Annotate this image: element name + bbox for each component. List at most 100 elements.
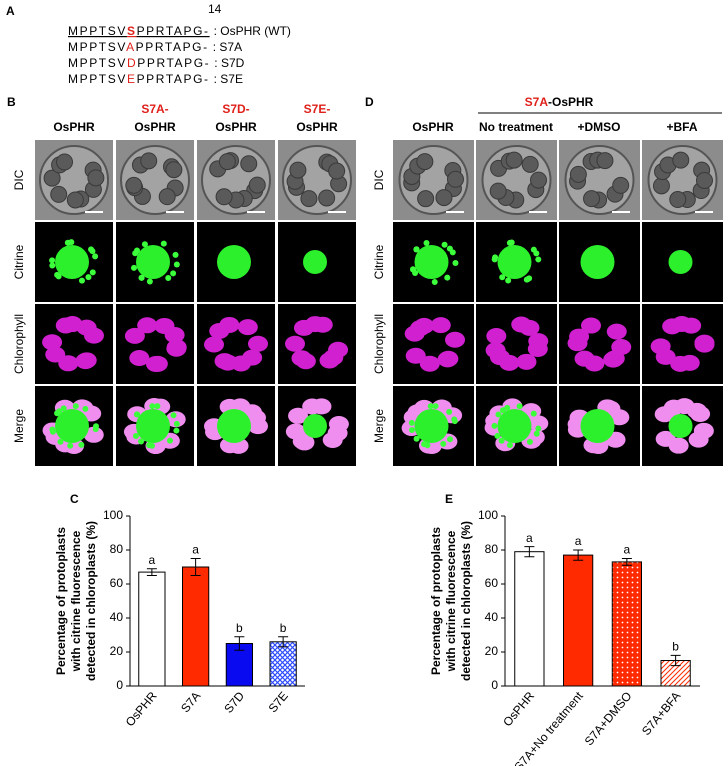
micrograph	[476, 140, 557, 220]
mutated-residue: A	[126, 40, 136, 54]
speckle	[516, 403, 523, 410]
panel-label: C	[70, 492, 79, 506]
speckle	[167, 437, 174, 444]
chloroplast	[50, 185, 68, 203]
speckle	[533, 250, 540, 257]
chloroplast-signal	[164, 326, 185, 343]
nucleus-signal	[136, 409, 170, 443]
chloroplast-signal	[45, 346, 66, 363]
speckle	[82, 405, 89, 412]
speckle	[526, 438, 533, 445]
micrograph	[35, 222, 113, 302]
speckle	[85, 274, 92, 281]
micrograph	[35, 386, 113, 466]
y-axis-label: with citrine fluorescence	[69, 530, 83, 672]
x-tick-label: S7E	[266, 689, 291, 715]
chloroplast-signal	[129, 350, 150, 367]
chloroplast-signal	[328, 341, 349, 358]
chloroplast	[435, 189, 453, 207]
x-tick-label: S7A+BFA	[639, 689, 683, 738]
error-bar	[146, 568, 157, 576]
row-label: Citrine	[372, 244, 386, 279]
chloroplast	[140, 152, 158, 170]
nucleus-signal	[668, 414, 693, 438]
error-bar	[573, 549, 584, 561]
sequence-suffix: PPRTAPG-	[137, 72, 210, 86]
speckle	[451, 418, 458, 425]
chloroplast-signal	[137, 317, 158, 334]
chloroplast-signal	[312, 316, 333, 333]
chloroplast-signal	[528, 333, 549, 350]
chloroplast	[521, 155, 539, 173]
speckle	[446, 436, 453, 443]
chloroplast	[158, 188, 176, 206]
chloroplast-signal	[519, 319, 540, 336]
chloroplast	[66, 191, 84, 209]
column-header: OsPHR	[134, 120, 176, 134]
speckle	[533, 430, 540, 437]
speckle	[173, 261, 180, 268]
column-header: OsPHR	[215, 120, 257, 134]
column-header: OsPHR	[53, 120, 95, 134]
chloroplast-signal	[486, 328, 507, 345]
sequence-row: MPPTSVAPPRTAPG-: S7A	[68, 40, 242, 54]
chloroplast	[318, 189, 336, 207]
x-tick-label: S7D	[221, 689, 247, 716]
chloroplast-signal	[650, 338, 671, 355]
micrograph	[393, 304, 474, 384]
micrograph	[35, 140, 113, 220]
chloroplast-signal	[322, 431, 343, 448]
speckle	[89, 248, 96, 255]
chloroplast-signal	[295, 353, 316, 370]
chloroplast-signal	[611, 339, 632, 356]
speckle	[138, 274, 145, 281]
bar	[182, 566, 210, 687]
chloroplast-signal	[237, 319, 258, 336]
nucleus-signal	[580, 409, 615, 443]
chloroplast	[165, 161, 183, 179]
chloroplast-signal	[42, 334, 63, 351]
sequence-suffix: PPRTAPG-	[137, 24, 210, 38]
chloroplast	[612, 176, 630, 194]
speckle	[173, 420, 180, 427]
nucleus-signal	[414, 245, 449, 279]
y-axis-label: Percentage of protoplasts	[54, 527, 68, 675]
micrograph	[476, 222, 557, 302]
sequence-row: MPPTSVDPPRTAPG-: S7D	[68, 56, 245, 70]
speckle	[491, 422, 498, 429]
mutated-residue: E	[127, 72, 137, 86]
position-label: 14	[208, 2, 222, 16]
chloroplast-signal	[405, 347, 426, 364]
row-label: Merge	[12, 409, 26, 443]
speckle	[141, 241, 148, 248]
chloroplast	[569, 165, 587, 183]
speckle	[132, 432, 139, 439]
micrograph	[476, 386, 557, 466]
speckle	[134, 247, 141, 254]
speckle	[423, 240, 430, 247]
speckle	[432, 403, 439, 410]
speckle	[160, 240, 167, 247]
panel-label: E	[445, 492, 453, 506]
chloroplast-signal	[83, 327, 104, 344]
micrograph	[559, 304, 640, 384]
bar	[563, 554, 594, 687]
micrograph	[116, 386, 194, 466]
micrograph	[197, 222, 275, 302]
panel-label: A	[6, 4, 15, 18]
chloroplast	[695, 171, 713, 189]
speckle	[440, 440, 447, 447]
micrograph	[642, 304, 723, 384]
speckle	[67, 442, 74, 449]
nucleus-signal	[580, 245, 615, 279]
chloroplast	[652, 177, 670, 195]
speckle	[535, 256, 542, 263]
y-tick-label: 100	[478, 508, 498, 522]
micrograph	[197, 140, 275, 220]
speckle	[446, 408, 453, 415]
micrograph	[393, 222, 474, 302]
speckle	[449, 249, 456, 256]
nucleus-signal	[55, 409, 89, 443]
row-label: DIC	[12, 169, 26, 190]
